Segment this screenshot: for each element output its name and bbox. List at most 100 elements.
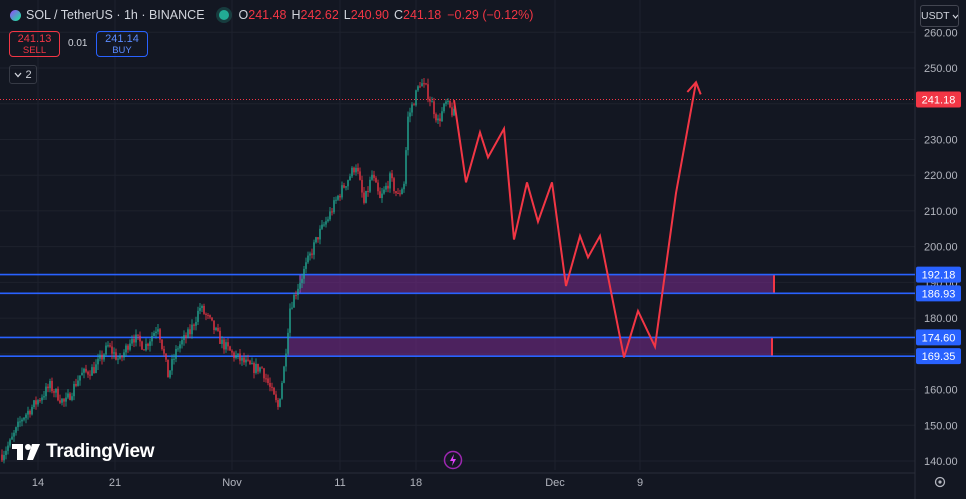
candle-body	[367, 190, 369, 192]
forecast-path[interactable]	[453, 82, 697, 358]
candle-body	[357, 167, 359, 172]
y-tick-label: 260.00	[924, 27, 958, 39]
sell-button[interactable]: 241.13 SELL	[9, 31, 60, 57]
candle-body	[237, 353, 239, 356]
candle-body	[415, 90, 417, 106]
candle-body	[437, 118, 439, 121]
candle-body	[243, 357, 245, 363]
candle-body	[77, 380, 79, 386]
candle-body	[135, 334, 137, 343]
candle-body	[217, 327, 219, 331]
candle-body	[27, 410, 29, 415]
chevron-down-icon	[14, 72, 22, 77]
candle-body	[271, 386, 273, 388]
candle-body	[393, 178, 395, 192]
candle-body	[71, 396, 73, 400]
x-tick-label: 21	[109, 477, 121, 489]
x-tick-label: 14	[32, 477, 44, 489]
candle-body	[215, 327, 217, 331]
change-value: −0.29 (−0.12%)	[447, 8, 534, 22]
candle-body	[379, 191, 381, 199]
high-value: 242.62	[300, 8, 339, 22]
candle-body	[295, 295, 297, 297]
y-tick-label: 150.00	[924, 420, 958, 432]
candle-body	[429, 99, 431, 102]
candle-body	[67, 393, 69, 398]
gear-icon[interactable]	[933, 475, 947, 489]
candle-body	[375, 177, 377, 183]
buy-button[interactable]: 241.14 BUY	[96, 31, 148, 57]
candle-body	[249, 360, 251, 365]
candle-body	[383, 189, 385, 194]
candle-body	[87, 371, 89, 375]
candle-body	[427, 84, 429, 100]
close-value: 241.18	[403, 8, 442, 22]
candle-body	[95, 364, 97, 374]
candle-body	[171, 358, 173, 371]
candle-body	[129, 343, 131, 350]
supply-demand-zone[interactable]	[299, 274, 775, 294]
candle-body	[443, 103, 445, 112]
x-tick-label: 9	[637, 477, 643, 489]
candle-body	[425, 83, 427, 85]
candle-body	[339, 195, 341, 198]
y-tick-label: 200.00	[924, 242, 958, 254]
candle-body	[11, 436, 13, 440]
flash-icon[interactable]	[443, 450, 463, 470]
candle-body	[229, 346, 231, 351]
candle-body	[399, 193, 401, 195]
candle-body	[305, 262, 307, 269]
brand-name: TradingView	[46, 441, 155, 462]
indicators-toggle[interactable]: 2	[9, 65, 37, 84]
candle-body	[33, 400, 35, 408]
candle-body	[307, 255, 309, 263]
candle-body	[235, 355, 237, 359]
candle-body	[373, 174, 375, 178]
candle-body	[111, 346, 113, 354]
chevron-down-icon	[952, 14, 958, 19]
candle-body	[311, 253, 313, 255]
candle-body	[439, 118, 441, 122]
candle-body	[107, 345, 109, 347]
supply-demand-zone[interactable]	[287, 336, 773, 357]
y-tick-label: 180.00	[924, 313, 958, 325]
tradingview-logo: TradingView	[12, 441, 155, 463]
candle-body	[139, 335, 141, 342]
x-tick-label: 18	[410, 477, 422, 489]
currency-selector[interactable]: USDT	[920, 5, 959, 27]
symbol-title[interactable]: SOL / TetherUS · 1h · BINANCE	[26, 8, 205, 22]
candle-body	[211, 317, 213, 321]
candle-body	[231, 350, 233, 353]
candle-body	[133, 338, 135, 343]
x-tick-label: Nov	[222, 477, 242, 489]
candle-body	[371, 174, 373, 180]
level-price-label: 186.93	[922, 288, 956, 300]
candle-body	[319, 228, 321, 240]
candle-body	[3, 455, 5, 461]
candle-body	[39, 400, 41, 402]
candle-body	[209, 315, 211, 318]
candle-body	[43, 396, 45, 398]
y-tick-label: 250.00	[924, 63, 958, 75]
candle-body	[283, 366, 285, 383]
level-price-badge	[916, 348, 961, 365]
level-price-label: 174.60	[922, 332, 956, 344]
close-label: C	[393, 8, 403, 22]
candle-body	[269, 383, 271, 387]
candle-body	[73, 383, 75, 397]
candle-body	[123, 352, 125, 358]
candle-body	[391, 173, 393, 179]
high-label: H	[291, 8, 301, 22]
candle-body	[449, 100, 451, 108]
candle-body	[423, 83, 425, 85]
candle-body	[85, 368, 87, 372]
candle-body	[165, 353, 167, 360]
candle-body	[69, 393, 71, 400]
candle-body	[337, 195, 339, 200]
candle-body	[317, 237, 319, 240]
sell-label: SELL	[22, 45, 47, 56]
candle-body	[297, 288, 299, 296]
candle-body	[103, 354, 105, 360]
candle-body	[273, 387, 275, 395]
